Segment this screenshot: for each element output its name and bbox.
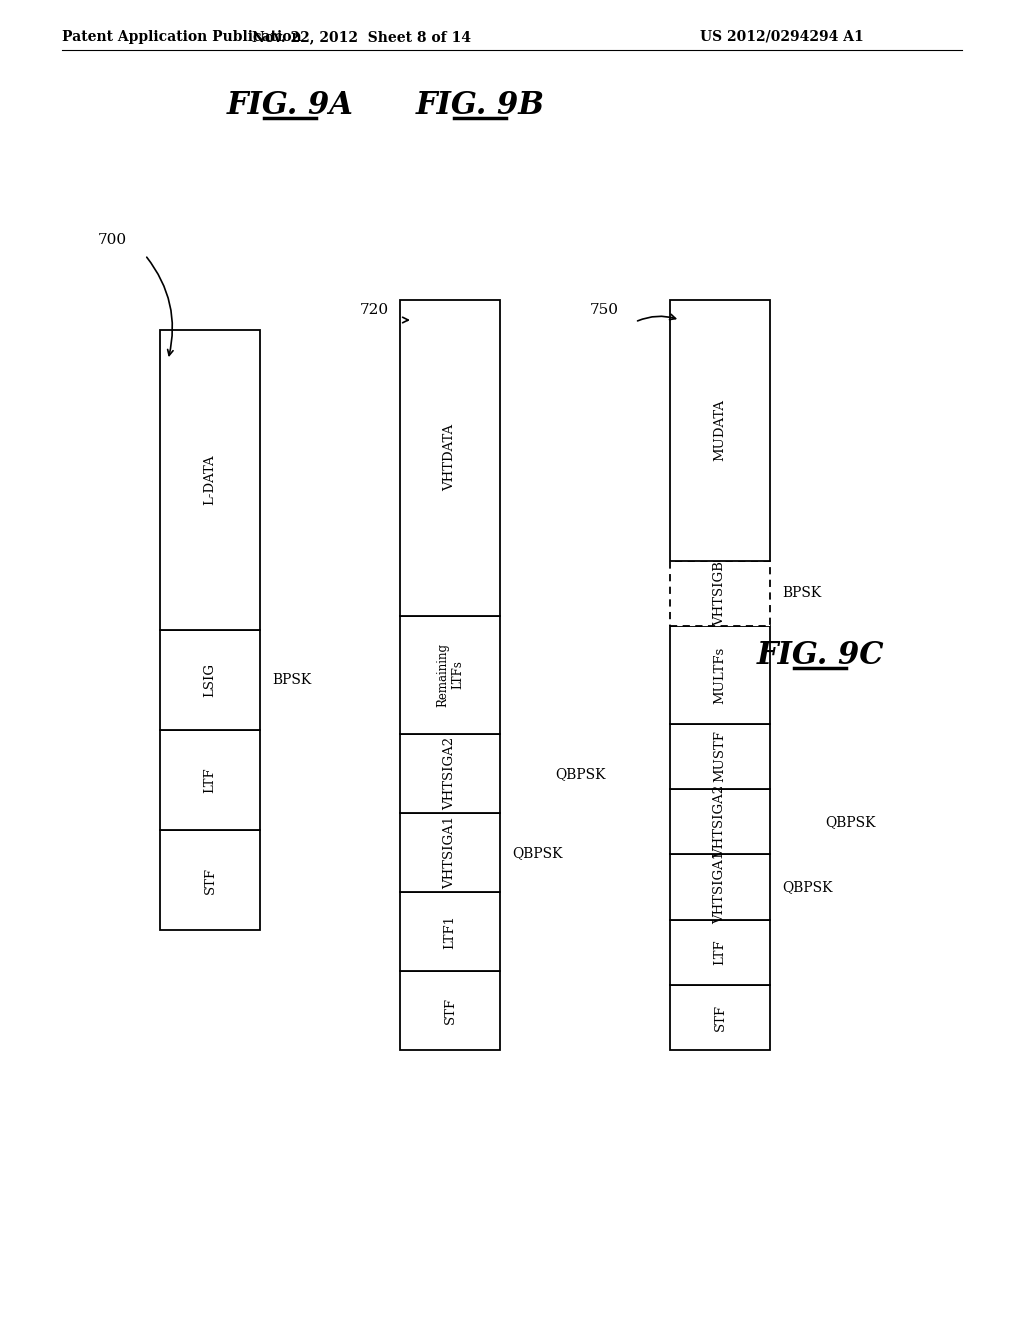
Bar <box>670 723 770 789</box>
Text: FIG. 9A: FIG. 9A <box>226 90 353 121</box>
Text: Remaining
LTFs: Remaining LTFs <box>436 643 464 708</box>
Text: 750: 750 <box>590 304 618 317</box>
Text: MULTFs: MULTFs <box>714 647 726 704</box>
Text: MUDATA: MUDATA <box>714 400 726 462</box>
Text: LTF: LTF <box>714 940 726 965</box>
Bar <box>670 920 770 985</box>
Bar <box>400 813 500 892</box>
Text: FIG. 9C: FIG. 9C <box>757 640 884 671</box>
Bar <box>160 830 260 931</box>
Bar <box>400 616 500 734</box>
Bar <box>670 985 770 1049</box>
Text: STF: STF <box>204 866 216 894</box>
Text: LTF1: LTF1 <box>443 915 457 949</box>
Bar <box>670 626 770 723</box>
Text: QBPSK: QBPSK <box>512 846 562 859</box>
Text: VHTSIGA1: VHTSIGA1 <box>443 816 457 890</box>
Bar <box>160 730 260 830</box>
Text: VHTSIGA2: VHTSIGA2 <box>443 737 457 810</box>
Text: BPSK: BPSK <box>272 673 311 686</box>
Text: LSIG: LSIG <box>204 663 216 697</box>
Text: VHTSIGB: VHTSIGB <box>714 561 726 626</box>
Text: VHTSIGA1: VHTSIGA1 <box>714 850 726 924</box>
Text: QBPSK: QBPSK <box>782 880 833 894</box>
Text: STF: STF <box>443 997 457 1024</box>
Bar <box>400 892 500 972</box>
Bar <box>670 300 770 561</box>
Text: US 2012/0294294 A1: US 2012/0294294 A1 <box>700 30 864 44</box>
Text: Nov. 22, 2012  Sheet 8 of 14: Nov. 22, 2012 Sheet 8 of 14 <box>253 30 471 44</box>
Text: Patent Application Publication: Patent Application Publication <box>62 30 302 44</box>
Text: STF: STF <box>714 1005 726 1031</box>
Text: FIG. 9B: FIG. 9B <box>416 90 545 121</box>
Bar <box>160 630 260 730</box>
Bar <box>160 330 260 630</box>
Bar <box>400 972 500 1049</box>
Text: BPSK: BPSK <box>782 586 821 601</box>
Text: QBPSK: QBPSK <box>825 814 876 829</box>
Bar <box>400 734 500 813</box>
Bar <box>670 789 770 854</box>
Text: 720: 720 <box>360 304 389 317</box>
Text: MUSTF: MUSTF <box>714 730 726 783</box>
Text: 700: 700 <box>98 234 127 247</box>
Text: L-DATA: L-DATA <box>204 454 216 506</box>
Bar <box>670 561 770 626</box>
Text: VHTDATA: VHTDATA <box>443 424 457 491</box>
Bar <box>400 300 500 616</box>
Text: QBPSK: QBPSK <box>555 767 605 780</box>
Text: VHTSIGA2: VHTSIGA2 <box>714 785 726 858</box>
Text: LTF: LTF <box>204 767 216 793</box>
Bar <box>670 854 770 920</box>
